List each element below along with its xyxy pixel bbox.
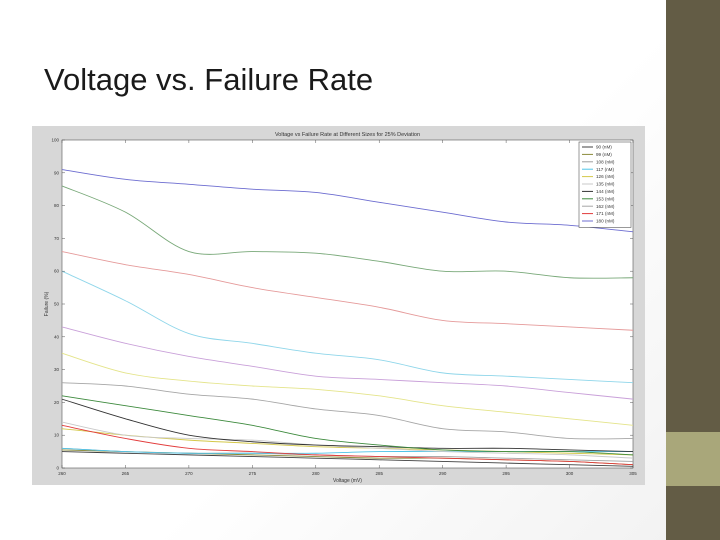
series-lines — [61, 169, 634, 467]
x-axis-label: Voltage (mV) — [333, 478, 362, 484]
x-tick-label: 275 — [249, 471, 257, 476]
y-tick-label: 30 — [54, 367, 60, 372]
series-line — [61, 270, 634, 384]
chart-svg: 260 265 270 275 280 285 290 295 300 305 0 10 20 30 40 5… — [44, 132, 637, 484]
y-tick-label: 40 — [54, 334, 60, 339]
x-tick-label: 280 — [312, 471, 320, 476]
y-tick-label: 70 — [54, 236, 60, 241]
legend-label: 135 (nM) — [596, 182, 615, 187]
y-tick-label: 10 — [54, 433, 60, 438]
series-line — [61, 398, 634, 453]
y-tick-label: 20 — [54, 400, 60, 405]
legend-label: 108 (nM) — [596, 159, 615, 164]
sidebar-accent-block — [666, 432, 720, 486]
x-tick-label: 260 — [58, 471, 66, 476]
series-line — [61, 326, 634, 400]
legend-label: 99 (nM) — [596, 152, 612, 157]
chart-title: Voltage vs Failure Rate at Different Siz… — [275, 132, 420, 138]
legend-label: 117 (nM) — [596, 167, 615, 172]
y-tick-label: 50 — [54, 302, 60, 307]
slide-title: Voltage vs. Failure Rate — [44, 62, 374, 97]
x-tick-label: 305 — [629, 471, 637, 476]
x-tick-label: 270 — [185, 471, 193, 476]
legend-label: 144 (nM) — [596, 189, 615, 194]
y-tick-label: 100 — [51, 138, 59, 143]
legend: 90 (nM) 99 (nM) 108 (nM) 117 (nM) 126 (nM) 13… — [578, 141, 632, 228]
series-line — [61, 382, 634, 440]
y-tick-label: 90 — [54, 170, 60, 175]
x-tick-label: 290 — [439, 471, 447, 476]
x-tick-label: 300 — [566, 471, 574, 476]
x-tick-label: 295 — [502, 471, 510, 476]
series-line — [61, 424, 634, 466]
plot-area — [61, 139, 634, 469]
legend-label: 180 (nM) — [596, 219, 615, 224]
x-tick-label: 265 — [122, 471, 130, 476]
chart-figure: 260 265 270 275 280 285 290 295 300 305 0 10 20 30 40 5… — [32, 126, 645, 485]
y-axis-label: Failure (%) — [44, 291, 50, 316]
axes: 260 265 270 275 280 285 290 295 300 305 0 10 20 30 40 5… — [51, 138, 637, 477]
legend-label: 171 (nM) — [596, 211, 615, 216]
series-line — [61, 395, 634, 456]
series-line — [61, 352, 634, 426]
y-tick-label: 60 — [54, 269, 60, 274]
y-tick-label: 0 — [56, 466, 59, 471]
legend-label: 90 (nM) — [596, 145, 612, 150]
legend-label: 153 (nM) — [596, 196, 615, 201]
y-tick-label: 80 — [54, 203, 60, 208]
series-line — [61, 169, 634, 233]
series-line — [61, 421, 634, 459]
series-line — [61, 185, 634, 279]
x-tick-label: 285 — [375, 471, 383, 476]
series-line — [61, 451, 634, 467]
legend-label: 126 (nM) — [596, 174, 615, 179]
legend-label: 162 (nM) — [596, 204, 615, 209]
series-line — [61, 251, 634, 331]
